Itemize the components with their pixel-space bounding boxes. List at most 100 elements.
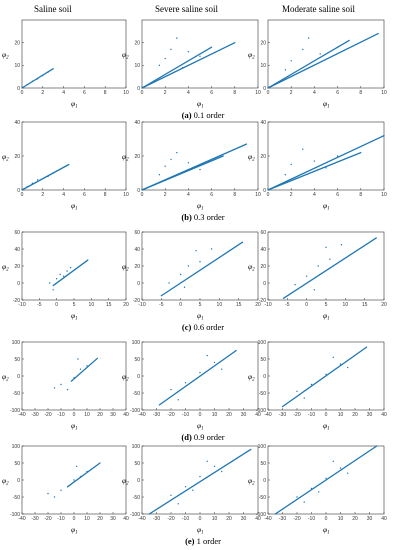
data-point (77, 358, 79, 360)
x-tick-label: 30 (241, 412, 247, 418)
x-tick-label: 2 (164, 192, 167, 198)
x-tick-label: 10 (338, 412, 344, 418)
y-tick-label: 0 (137, 188, 140, 194)
data-point (210, 248, 213, 250)
data-point (86, 470, 88, 473)
x-tick-label: 30 (367, 516, 373, 522)
x-tick-label: -40 (18, 516, 25, 522)
y-tick-label: -100 (256, 512, 266, 518)
series-line (267, 39, 350, 89)
data-point (179, 273, 182, 276)
y-axis-label-sub: 2 (126, 482, 129, 487)
data-point (170, 494, 172, 496)
data-point (290, 163, 292, 166)
y-tick-label: 0 (137, 374, 140, 380)
data-point (213, 361, 216, 364)
x-tick-label: -20 (293, 412, 300, 418)
y-tick-label: 50 (260, 461, 266, 467)
series-line (158, 349, 237, 406)
x-tick-label: 5 (199, 302, 202, 308)
y-tick-label: 20 (14, 264, 20, 270)
data-point (199, 55, 201, 57)
x-tick-label: 10 (343, 302, 349, 308)
x-tick-label: -40 (138, 516, 145, 522)
y-tick-label: 20 (134, 264, 140, 270)
data-point (296, 390, 298, 392)
x-axis-label-sub: 1 (201, 207, 204, 212)
data-point (184, 382, 187, 384)
x-tick-label: 20 (97, 516, 103, 522)
x-tick-label: -10 (308, 412, 315, 418)
y-axis-label: φ2 (122, 50, 129, 61)
x-tick-label: 20 (226, 412, 232, 418)
y-tick-label: -50 (259, 391, 266, 397)
x-axis-label-sub: 1 (201, 317, 204, 322)
data-point (313, 160, 316, 162)
data-point (192, 489, 194, 491)
data-point (75, 465, 78, 468)
data-point (187, 162, 190, 164)
x-tick-label: -40 (264, 516, 271, 522)
x-tick-label: 20 (381, 302, 387, 308)
x-tick-label: 15 (362, 302, 368, 308)
series-line (160, 241, 244, 297)
y-tick-label: 40 (260, 247, 266, 253)
chart-panel-1-0: 0 2 4 6 8 10 0 20 40 φ1 φ2 (2, 120, 129, 212)
x-tick-label: 0 (199, 412, 202, 418)
x-axis-label-sub: 1 (327, 531, 330, 536)
data-point (31, 80, 34, 82)
y-tick-label: -50 (133, 391, 140, 397)
x-tick-label: -20 (44, 516, 51, 522)
x-axis-label: φ1 (71, 525, 78, 536)
data-point (319, 53, 321, 55)
series-line (141, 46, 213, 89)
x-tick-label: 0 (325, 412, 328, 418)
data-point (302, 148, 304, 150)
data-point (177, 503, 179, 505)
data-point (325, 477, 327, 479)
x-tick-label: 10 (381, 90, 387, 96)
x-tick-label: 4 (313, 90, 316, 96)
data-point (36, 179, 39, 181)
y-tick-label: -100 (10, 512, 20, 518)
y-axis-label: φ2 (248, 262, 255, 273)
caption-text: 0.6 order (191, 322, 224, 332)
x-tick-label: 15 (236, 302, 242, 308)
x-tick-label: 6 (210, 90, 213, 96)
y-tick-label: 0 (137, 86, 140, 92)
y-tick-label: 60 (260, 230, 266, 236)
y-tick-label: 10 (260, 63, 266, 69)
y-tick-label: 0 (263, 281, 266, 287)
data-point (325, 246, 327, 248)
data-point (55, 278, 58, 280)
y-axis-label-sub: 2 (6, 378, 9, 383)
y-axis-label: φ2 (248, 50, 255, 61)
data-point (187, 51, 190, 53)
y-axis-label: φ2 (2, 152, 9, 163)
series-line (281, 346, 368, 408)
y-tick-label: 0 (137, 478, 140, 484)
x-tick-label: -30 (31, 516, 38, 522)
series-line (148, 448, 252, 515)
y-axis-label: φ2 (248, 476, 255, 487)
data-point (158, 174, 161, 176)
y-tick-label: 0 (17, 478, 20, 484)
x-tick-label: -30 (31, 412, 38, 418)
data-point (339, 467, 342, 469)
y-tick-label: -100 (256, 408, 266, 414)
x-tick-label: -20 (44, 412, 51, 418)
x-tick-label: -30 (153, 412, 160, 418)
column-title-moderate: Moderate saline soil (282, 4, 355, 14)
data-point (170, 388, 172, 391)
plot-frame (21, 341, 127, 411)
x-tick-label: 10 (381, 192, 387, 198)
data-point (221, 368, 223, 370)
data-point (176, 151, 178, 154)
x-tick-label: 20 (123, 302, 129, 308)
x-tick-label: 0 (21, 192, 24, 198)
x-tick-label: 10 (123, 192, 129, 198)
x-tick-label: -20 (167, 412, 174, 418)
data-point (181, 66, 184, 69)
